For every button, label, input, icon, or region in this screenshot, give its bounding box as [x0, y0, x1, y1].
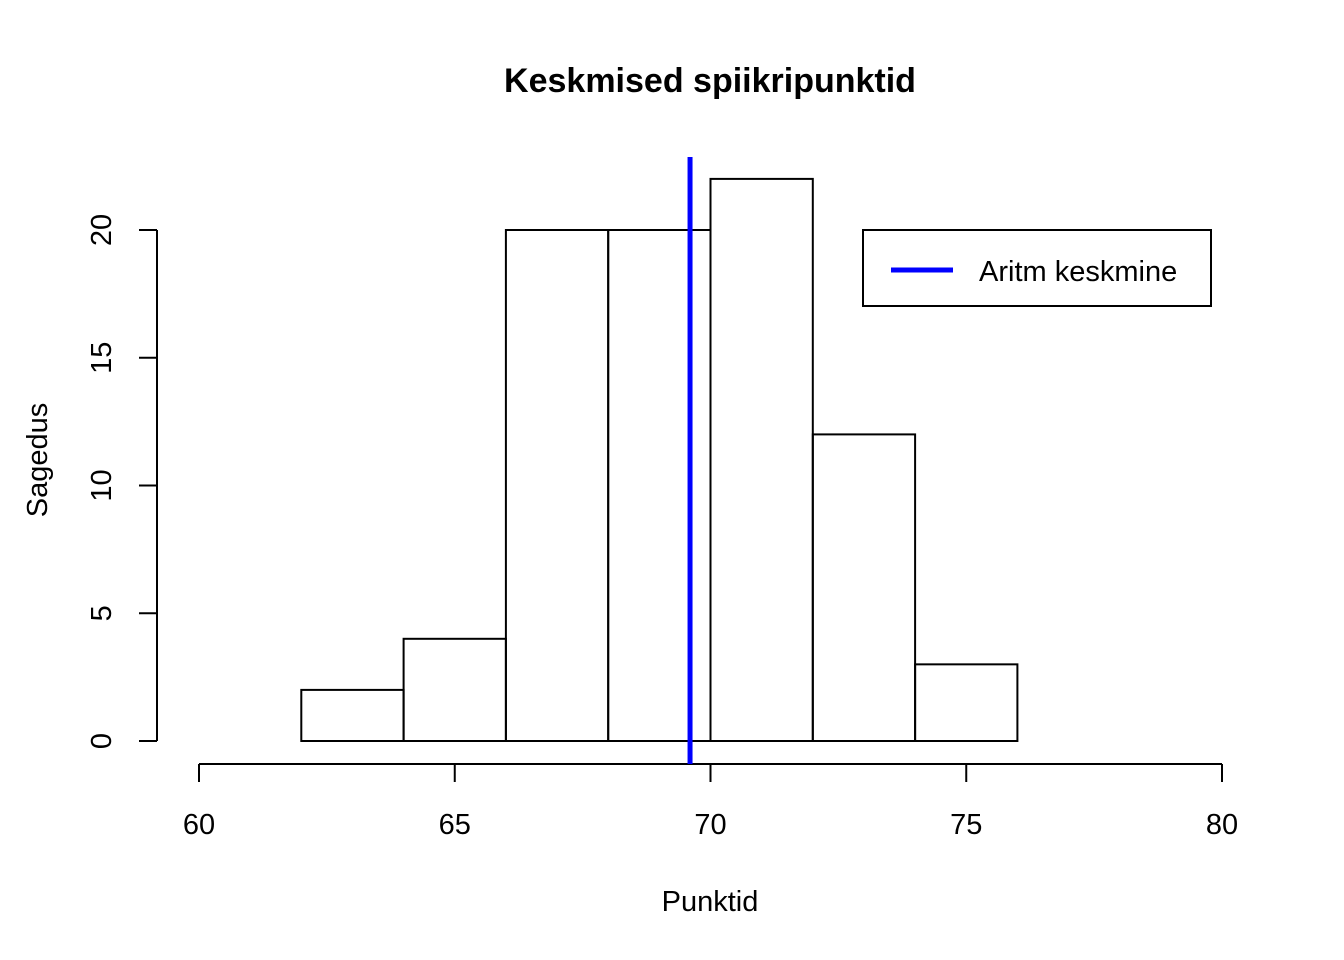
y-tick-label: 5	[86, 605, 118, 621]
y-tick-label: 0	[86, 733, 118, 749]
histogram-bar	[811, 433, 917, 742]
x-tick-label: 65	[439, 809, 471, 841]
y-tick-label: 15	[86, 342, 118, 374]
y-tick-label: 10	[86, 469, 118, 501]
histogram-bar	[504, 229, 610, 742]
legend-label: Aritm keskmine	[979, 256, 1177, 288]
histogram-bar	[402, 637, 507, 742]
x-tick-label: 60	[183, 809, 215, 841]
x-axis: 60 65 70 75 80	[183, 763, 1238, 841]
x-tick-label: 80	[1206, 809, 1238, 841]
x-axis-label: Punktid	[662, 886, 759, 918]
histogram-bar	[709, 177, 814, 742]
histogram-bars	[300, 177, 1019, 743]
x-tick-label: 70	[694, 809, 726, 841]
legend: Aritm keskmine	[862, 229, 1212, 307]
y-axis: 0 5 10 15 20	[86, 214, 158, 749]
histogram-bar	[607, 229, 712, 742]
chart-title: Keskmised spiikripunktid	[504, 62, 916, 100]
histogram-bar	[300, 688, 405, 743]
x-tick-label: 75	[950, 809, 982, 841]
y-tick-label: 20	[86, 214, 118, 246]
y-axis-label: Sagedus	[22, 403, 54, 518]
histogram-bar	[914, 663, 1019, 742]
